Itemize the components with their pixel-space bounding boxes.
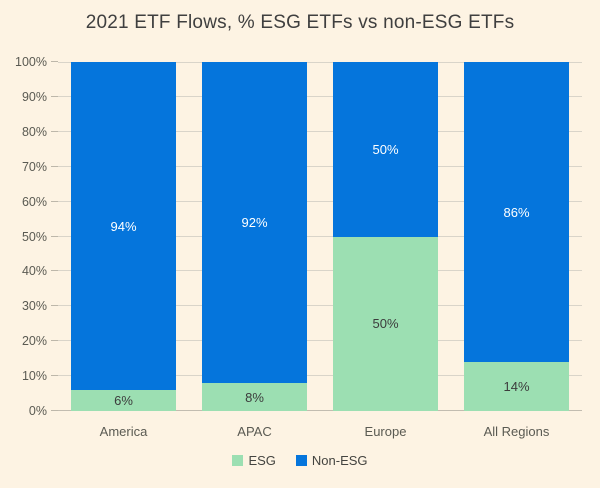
gridline-70% (58, 165, 582, 167)
y-tick-mark (51, 95, 58, 97)
y-axis-label: 20% (21, 334, 47, 349)
data-label: 86% (503, 204, 530, 220)
chart-title: 2021 ETF Flows, % ESG ETFs vs non-ESG ET… (85, 12, 515, 33)
x-axis-label-all-regions: All Regions (483, 424, 550, 439)
data-label: 8% (245, 389, 264, 405)
data-label: 50% (372, 141, 399, 157)
y-axis-label: 10% (21, 369, 47, 384)
segment-esg-apac: 8% (202, 383, 307, 411)
plot-area: 6% 94% 8% 92% 50% 50% 14% 86% (58, 62, 582, 411)
y-axis-label: 40% (21, 264, 47, 279)
gridline-100% (58, 62, 582, 63)
segment-non-esg-all-regions: 86% (464, 62, 569, 363)
gridline-0% (58, 410, 582, 411)
x-axis-label-apac: APAC (237, 424, 272, 439)
legend: ESG Non-ESG (0, 453, 600, 468)
segment-non-esg-america: 94% (71, 62, 176, 391)
y-axis-label: 30% (21, 299, 47, 314)
gridline-10% (58, 375, 582, 377)
y-tick-mark (51, 270, 58, 272)
segment-esg-america: 6% (71, 390, 176, 411)
segment-non-esg-europe: 50% (333, 62, 438, 237)
data-label: 92% (241, 215, 268, 231)
data-label: 94% (110, 218, 137, 234)
gridline-30% (58, 305, 582, 307)
gridline-50% (58, 235, 582, 237)
y-axis-label: 50% (21, 229, 47, 244)
y-axis-label: 70% (21, 159, 47, 174)
y-axis-label: 80% (21, 124, 47, 139)
data-label: 50% (372, 316, 399, 332)
bar-all-regions: 14% 86% (464, 62, 569, 411)
gridline-40% (58, 270, 582, 272)
y-tick-mark (51, 165, 58, 167)
y-tick-mark (51, 235, 58, 237)
legend-label: ESG (248, 453, 276, 468)
x-axis-label-europe: Europe (364, 424, 407, 439)
y-tick-mark (51, 200, 58, 202)
y-axis-label: 60% (21, 194, 47, 209)
bar-apac: 8% 92% (202, 62, 307, 411)
y-tick-mark (51, 375, 58, 377)
legend-item-non-esg: Non-ESG (295, 453, 368, 468)
y-tick-mark (51, 340, 58, 342)
legend-label: Non-ESG (311, 453, 368, 468)
bar-europe: 50% 50% (333, 62, 438, 411)
legend-swatch-icon (295, 455, 307, 466)
y-tick-mark (51, 305, 58, 307)
y-tick-mark (51, 61, 58, 62)
bar-america: 6% 94% (71, 62, 176, 411)
data-label: 14% (503, 379, 530, 395)
segment-non-esg-apac: 92% (202, 62, 307, 384)
gridline-80% (58, 130, 582, 132)
y-axis-label: 90% (21, 89, 47, 104)
y-axis-label: 0% (28, 404, 47, 418)
segment-esg-europe: 50% (333, 236, 438, 411)
y-tick-mark (51, 410, 58, 411)
gridline-90% (58, 95, 582, 97)
data-label: 6% (114, 393, 133, 409)
gridline-20% (58, 340, 582, 342)
legend-item-esg: ESG (232, 453, 276, 468)
y-axis-label: 100% (15, 55, 47, 69)
y-tick-mark (51, 130, 58, 132)
legend-swatch-icon (232, 455, 244, 466)
x-axis-label-america: America (99, 424, 148, 439)
segment-esg-all-regions: 14% (464, 362, 569, 411)
gridline-60% (58, 200, 582, 202)
